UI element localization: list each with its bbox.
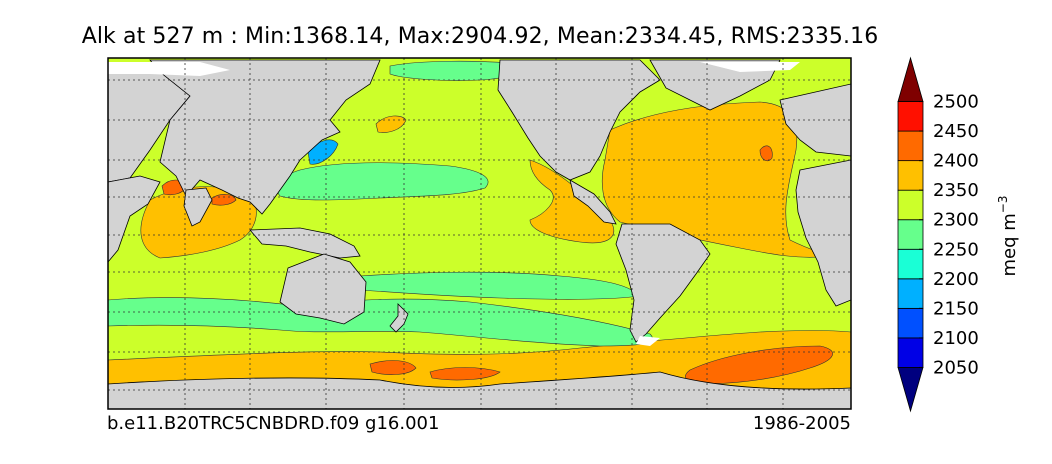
colorbar-tick-label: 2050 [933, 357, 979, 378]
colorbar-tick-label: 2450 [933, 121, 979, 142]
colorbar-extend-max [897, 56, 924, 102]
colorbar-tick-label: 2300 [933, 210, 979, 231]
field-pacific-sector-darkorange [429, 367, 501, 381]
missing-arctic-east [700, 62, 800, 72]
land-australia [279, 253, 367, 325]
land-asia [149, 59, 381, 215]
colorbar-tick-label: 2250 [933, 239, 979, 260]
colorbar-extend-min [897, 367, 924, 413]
colorbar-label: meq m−3 [996, 196, 1020, 277]
colorbar-segment [897, 219, 924, 250]
colorbar-tick-label: 2400 [933, 151, 979, 172]
colorbar-label-text: meq m [999, 213, 1020, 276]
map-frame [107, 57, 852, 410]
field-ross-darkorange [369, 360, 417, 375]
land-maritime-continent [249, 227, 361, 259]
land-new-zealand [389, 303, 409, 333]
colorbar-tick-label: 2350 [933, 180, 979, 201]
missing-sea-ice-south [636, 336, 660, 346]
case-name-label: b.e11.B20TRC5CNBDRD.f09 g16.001 [107, 413, 440, 434]
land-india [183, 187, 213, 227]
field-gulfstream-darkorange [759, 145, 773, 162]
map-title: Alk at 527 m : Min:1368.14, Max:2904.92,… [81, 24, 879, 49]
land-africa [795, 159, 851, 307]
colorbar-segment [897, 337, 924, 368]
colorbar-segment [897, 130, 924, 162]
colorbar-segment [897, 307, 924, 339]
land-antarctica [108, 371, 851, 409]
colorbar-segment [897, 278, 924, 309]
period-label: 1986-2005 [752, 413, 851, 434]
colorbar-segment [897, 101, 924, 132]
colorbar-segment [897, 248, 924, 280]
graticule [108, 58, 851, 409]
colorbar-tick-label: 2500 [933, 92, 979, 113]
missing-arctic-west [108, 62, 230, 76]
colorbar-segment [897, 189, 924, 221]
colorbar-label-exponent: −3 [996, 196, 1010, 214]
colorbar-tick-label: 2150 [933, 298, 979, 319]
colorbar-segment [897, 160, 924, 191]
land-central-america [569, 179, 617, 225]
land-europe [779, 83, 851, 157]
land-arabia-africa [108, 175, 161, 263]
colorbar-tick-label: 2200 [933, 269, 979, 290]
land-south-america [615, 223, 711, 343]
colorbar-tick-label: 2100 [933, 328, 979, 349]
